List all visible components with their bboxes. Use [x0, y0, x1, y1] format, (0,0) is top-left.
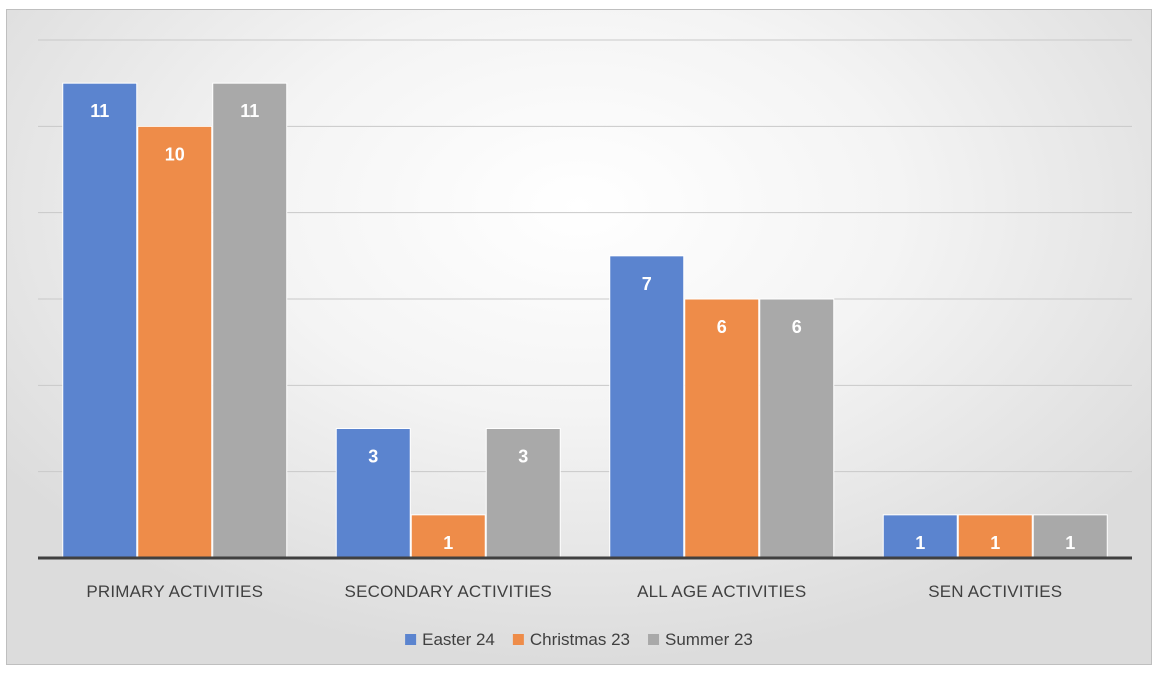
- data-label-christmas-23-sen-activities: 1: [990, 533, 1000, 553]
- legend-label-easter-24: Easter 24: [422, 630, 495, 649]
- bar-easter-24-all-age-activities: [609, 255, 685, 559]
- bar-easter-24-primary-activities: [62, 82, 138, 559]
- data-label-easter-24-primary-activities: 11: [90, 101, 109, 121]
- legend-swatch-easter-24: [405, 634, 417, 645]
- data-label-summer-23-primary-activities: 11: [240, 101, 259, 121]
- legend-swatch-summer-23: [648, 634, 660, 645]
- category-label-all-age-activities: ALL AGE ACTIVITIES: [637, 582, 806, 601]
- data-label-summer-23-secondary-activities: 3: [518, 447, 528, 467]
- legend: Easter 24 Christmas 23 Summer 23: [405, 630, 753, 649]
- data-label-easter-24-sen-activities: 1: [915, 533, 925, 553]
- bar-easter-24-sen-activities: [882, 514, 958, 559]
- data-label-christmas-23-secondary-activities: 1: [443, 533, 453, 553]
- bar-christmas-23-secondary-activities: [410, 514, 486, 559]
- bar-summer-23-all-age-activities: [759, 298, 835, 559]
- data-label-summer-23-sen-activities: 1: [1065, 533, 1075, 553]
- bar-christmas-23-primary-activities: [137, 125, 213, 559]
- category-label-secondary-activities: SECONDARY ACTIVITIES: [345, 582, 552, 601]
- data-label-easter-24-secondary-activities: 3: [368, 447, 378, 467]
- category-label-primary-activities: PRIMARY ACTIVITIES: [86, 582, 263, 601]
- legend-swatch-christmas-23: [512, 634, 524, 645]
- legend-label-summer-23: Summer 23: [665, 630, 753, 649]
- bar-easter-24-secondary-activities: [335, 428, 411, 559]
- data-label-christmas-23-primary-activities: 10: [165, 144, 185, 164]
- bar-christmas-23-all-age-activities: [684, 298, 760, 559]
- bar-summer-23-secondary-activities: [485, 428, 561, 559]
- data-label-easter-24-all-age-activities: 7: [642, 274, 652, 294]
- category-label-sen-activities: SEN ACTIVITIES: [928, 582, 1062, 601]
- legend-label-christmas-23: Christmas 23: [530, 630, 630, 649]
- bar-summer-23-sen-activities: [1032, 514, 1108, 559]
- data-label-christmas-23-all-age-activities: 6: [717, 317, 727, 337]
- bar-summer-23-primary-activities: [212, 82, 288, 559]
- bar-christmas-23-sen-activities: [957, 514, 1033, 559]
- category-labels: PRIMARY ACTIVITIES SECONDARY ACTIVITIES AL…: [86, 582, 1062, 601]
- data-label-summer-23-all-age-activities: 6: [792, 317, 802, 337]
